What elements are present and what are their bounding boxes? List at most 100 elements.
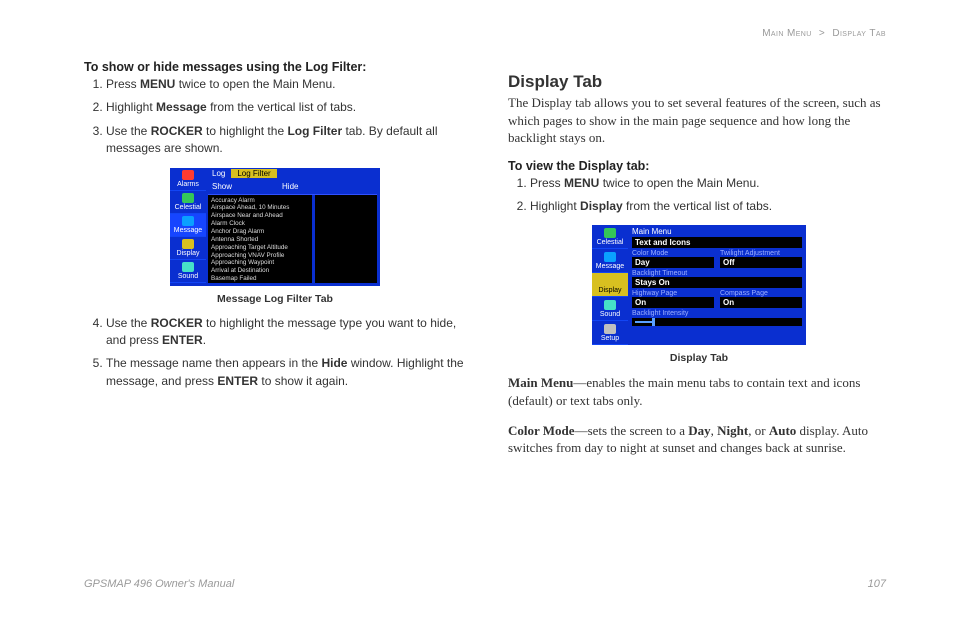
fig1-sidebar: Alarms Celestial Message Display Sound xyxy=(170,168,206,286)
fig1-list-item: Basemap Failed xyxy=(211,275,309,282)
step-item: Press MENU twice to open the Main Menu. xyxy=(106,76,466,93)
fig1-list-item: Approaching Target Altitude xyxy=(211,244,309,252)
fig2-sidetab-label: Sound xyxy=(600,311,620,318)
fig2-field-value: Text and Icons xyxy=(632,237,802,248)
fig1-sidetab-label: Sound xyxy=(178,273,198,280)
fig1-sidetab: Sound xyxy=(170,260,206,283)
fig1-sidetab-label: Message xyxy=(174,227,202,234)
fig2-sidetab: Message xyxy=(592,249,628,273)
fig1-list-item: Anchor Drag Alarm xyxy=(211,228,309,236)
fig2-row: Highway PageOnCompass PageOn xyxy=(632,290,802,308)
fig1-sidetab-icon xyxy=(182,239,194,249)
fig2-wrap: Celestial Message Display Sound Setup Main M… xyxy=(508,225,890,364)
definition-para: Main Menu—enables the main menu tabs to … xyxy=(508,374,890,409)
fig1-sidetab: Alarms xyxy=(170,168,206,191)
fig2-sidetab-icon xyxy=(604,300,616,310)
fig1-sidetab-icon xyxy=(182,216,194,226)
fig2-sidetab: Celestial xyxy=(592,225,628,249)
fig2-field-value: Off xyxy=(720,257,802,268)
fig1-top-tabs: LogLog Filter xyxy=(206,168,277,180)
fig1-caption: Message Log Filter Tab xyxy=(84,293,466,305)
fig2-sidetab: Sound xyxy=(592,297,628,321)
fig2-row: Backlight Intensity xyxy=(632,310,802,326)
fig1: Alarms Celestial Message Display Sound LogLo… xyxy=(170,168,380,286)
fig1-wrap: Alarms Celestial Message Display Sound LogLo… xyxy=(84,168,466,305)
fig1-list-item: Airspace Near and Ahead xyxy=(211,212,309,220)
fig2-field-label: Backlight Timeout xyxy=(632,270,802,277)
fig1-sidetab: Celestial xyxy=(170,191,206,214)
fig2-sidetab-label: Celestial xyxy=(597,239,624,246)
right-column: Display Tab The Display tab allows you t… xyxy=(508,26,890,590)
fig1-sidetab-icon xyxy=(182,170,194,180)
footer-left: GPSMAP 496 Owner's Manual xyxy=(84,578,234,590)
fig1-toptab: Log xyxy=(206,169,231,178)
fig2-sidetab: Setup xyxy=(592,321,628,345)
fig2-field: Backlight Intensity xyxy=(632,310,802,326)
fig1-list-item: Approaching VNAV Profile xyxy=(211,252,309,260)
fig2-caption: Display Tab xyxy=(508,352,890,364)
left-heading: To show or hide messages using the Log F… xyxy=(84,60,466,74)
fig2-field: Color ModeDay xyxy=(632,250,714,268)
step-item: Highlight Message from the vertical list… xyxy=(106,99,466,116)
fig2-sidetab-icon xyxy=(604,276,616,286)
fig2-field-value: Day xyxy=(632,257,714,268)
fig1-sidetab-label: Celestial xyxy=(175,204,202,211)
fig1-list-item: Approaching Waypoint xyxy=(211,259,309,267)
fig2-sidetab-label: Display xyxy=(599,287,622,294)
left-steps-a: Press MENU twice to open the Main Menu. H… xyxy=(84,76,466,158)
fig2-sidetab: Display xyxy=(592,273,628,297)
fig2-content: Main MenuText and Icons Color ModeDay Twil… xyxy=(628,225,806,345)
fig1-list-item: Antenna Shorted xyxy=(211,236,309,244)
fig2-field-value: On xyxy=(720,297,802,308)
step-item: Use the ROCKER to highlight the Log Filt… xyxy=(106,123,466,158)
fig1-sidetab-icon xyxy=(182,262,194,272)
fig2-field-label: Compass Page xyxy=(720,290,802,297)
fig2-field-value: On xyxy=(632,297,714,308)
definitions: Main Menu—enables the main menu tabs to … xyxy=(508,374,890,456)
fig2-field-label: Color Mode xyxy=(632,250,714,257)
fig1-sidetab-label: Display xyxy=(177,250,200,257)
fig1-toptab: Log Filter xyxy=(231,169,276,178)
fig1-col-show: Show xyxy=(212,182,232,194)
fig2-title: Main Menu xyxy=(632,227,802,236)
fig2-sidetab-icon xyxy=(604,228,616,238)
fig2-field: Backlight TimeoutStays On xyxy=(632,270,802,288)
fig2-sidetab-label: Message xyxy=(596,263,624,270)
fig2-sidetab-icon xyxy=(604,324,616,334)
fig1-sidetab-icon xyxy=(182,193,194,203)
definition-para: Color Mode—sets the screen to a Day, Nig… xyxy=(508,422,890,457)
fig2-sidetab-icon xyxy=(604,252,616,262)
fig1-list-item: Alarm Clock xyxy=(211,220,309,228)
page-number: 107 xyxy=(868,578,886,590)
fig2-field: Compass PageOn xyxy=(720,290,802,308)
fig2-sidetab-label: Setup xyxy=(601,335,619,342)
fig2-sidebar: Celestial Message Display Sound Setup xyxy=(592,225,628,345)
right-heading: Display Tab xyxy=(508,72,890,92)
fig1-list-item: Accuracy Alarm xyxy=(211,197,309,205)
left-steps-b: Use the ROCKER to highlight the message … xyxy=(84,315,466,391)
fig2-field: Twilight AdjustmentOff xyxy=(720,250,802,268)
step-item: The message name then appears in the Hid… xyxy=(106,355,466,390)
fig2: Celestial Message Display Sound Setup Main M… xyxy=(592,225,806,345)
fig2-row: Backlight TimeoutStays On xyxy=(632,270,802,288)
fig1-col-hide: Hide xyxy=(282,182,298,194)
step-item: Use the ROCKER to highlight the message … xyxy=(106,315,466,350)
fig2-field-value: Stays On xyxy=(632,277,802,288)
left-column: To show or hide messages using the Log F… xyxy=(84,26,466,590)
right-sub-heading: To view the Display tab: xyxy=(508,159,890,173)
step-item: Highlight Display from the vertical list… xyxy=(530,198,890,215)
fig1-hide-list xyxy=(315,195,377,283)
fig1-list-item: Arrival at Destination xyxy=(211,267,309,275)
fig1-column-headers: Show Hide xyxy=(208,182,377,195)
fig2-field-label: Twilight Adjustment xyxy=(720,250,802,257)
page-body: To show or hide messages using the Log F… xyxy=(84,26,890,590)
fig1-sidetab-label: Alarms xyxy=(177,181,199,188)
right-steps: Press MENU twice to open the Main Menu. H… xyxy=(508,175,890,216)
fig2-field-label: Backlight Intensity xyxy=(632,310,802,317)
fig2-slider xyxy=(632,318,802,326)
right-intro: The Display tab allows you to set severa… xyxy=(508,94,890,147)
step-item: Press MENU twice to open the Main Menu. xyxy=(530,175,890,192)
fig2-field-label: Highway Page xyxy=(632,290,714,297)
fig1-sidetab: Display xyxy=(170,237,206,260)
fig1-sidetab: Message xyxy=(170,214,206,237)
